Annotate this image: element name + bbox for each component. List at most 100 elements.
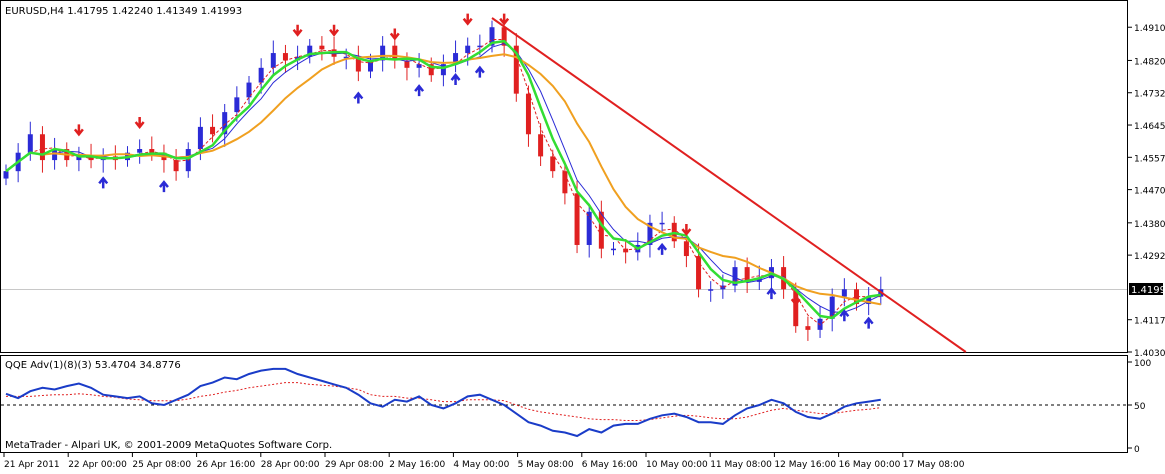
sell-arrow-icon [329,24,340,37]
indicator-axis-label: 50 [1134,402,1146,412]
candle-body [854,289,859,305]
price-axis-label: 1.41175 [1134,317,1165,327]
current-price-label: 1.41993 [1131,285,1165,296]
time-axis-label: 11 May 08:00 [710,460,772,470]
candle-body [76,156,82,161]
resistance-trendline [491,17,967,353]
qqe-main-line [5,367,881,438]
candle-body [659,222,665,225]
price-axis-label: 1.49100 [1134,24,1165,34]
buy-arrow-icon [474,65,485,78]
time-axis-label: 4 May 00:00 [453,460,509,470]
sell-arrow-icon [681,224,692,237]
price-axis-label: 1.43800 [1134,220,1165,230]
candle-body [27,134,33,153]
candle-body [453,53,459,65]
time-axis-label: 29 Apr 08:00 [325,460,384,470]
time-axis-label: 28 Apr 00:00 [261,460,320,470]
candle-body [525,93,531,135]
sell-arrow-icon [134,117,145,130]
candle-body [866,296,872,305]
candle-body [137,149,143,153]
buy-arrow-icon [414,84,425,97]
candle-body [829,296,835,319]
candle-body [708,289,714,291]
candle-body [489,27,495,46]
price-axis-label: 1.46450 [1134,122,1165,132]
sell-arrow-icon [389,28,400,41]
qqe-signal-line [6,382,881,421]
candle-body [793,289,799,327]
candle-body [586,211,592,245]
candle-body [307,45,313,57]
candle-body [343,56,349,59]
price-axis-label: 1.40300 [1134,349,1165,359]
buy-arrow-icon [450,73,461,86]
candle-body [720,285,726,290]
current-price-box [1129,283,1163,295]
candle-body [562,171,568,194]
candle-body [282,53,288,61]
price-axis-label: 1.42925 [1134,252,1165,262]
time-axis-label: 6 May 16:00 [582,460,638,470]
buy-arrow-icon [839,309,850,322]
time-axis-label: 21 Apr 2011 [4,460,60,470]
candle-body [598,211,604,249]
price-axis-label: 1.44700 [1134,187,1165,197]
buy-arrow-icon [657,242,668,255]
candle-body [222,112,228,135]
candle-body [683,241,689,257]
time-axis-label: 17 May 08:00 [903,460,965,470]
candle-body [380,45,386,61]
candle-body [149,149,155,153]
candle-body [368,60,373,72]
candle-body [440,64,446,76]
candle-body [404,60,410,68]
axis-layer: 1.49100 1.48200 1.47325 1.46450 1.45575 1.447… [3,24,1165,470]
candle-body [550,156,556,172]
candle-body [841,289,847,297]
candle-body [538,134,544,157]
candle-body [355,56,361,72]
candle-body [732,267,738,286]
candle-body [465,45,471,54]
buy-arrow-icon [98,176,109,189]
candle-body [246,82,252,98]
indicator-layer [1,367,1127,438]
candle-body [3,171,9,179]
candle-body [428,64,434,76]
buy-arrow-icon [353,91,364,104]
candle-body [513,45,519,94]
candle-body [805,326,811,330]
price-axis-label: 1.47325 [1134,90,1165,100]
price-layer [1,13,1127,353]
candle-body [270,53,276,68]
copyright-text: MetaTrader - Alpari UK, © 2001-2009 Meta… [5,440,332,451]
price-axis-label: 1.48200 [1134,57,1165,67]
indicator-header: QQE Adv(1)(8)(3) 53.4704 34.8776 [5,360,181,371]
candle-body [744,267,750,282]
time-axis-label: 12 May 16:00 [774,460,836,470]
time-axis-label: 16 May 00:00 [839,460,901,470]
sell-arrow-icon [292,24,303,37]
candle-body [574,193,580,245]
indicator-axis-label: 100 [1134,359,1151,369]
candle-body [258,67,264,83]
buy-arrow-icon [158,180,169,193]
green-ma [5,39,881,320]
candle-body [319,45,325,50]
buy-arrow-icon [863,316,874,329]
candle-body [501,27,507,46]
candle-body [647,222,653,245]
candle-body [696,256,702,290]
time-axis-label: 2 May 16:00 [389,460,445,470]
sell-arrow-icon [499,13,510,26]
buy-arrow-icon [766,287,777,300]
indicator-pane-frame [0,355,1128,453]
indicator-axis-label: 0 [1134,445,1140,455]
sell-arrow-icon [73,124,84,137]
candle-body [210,126,216,135]
candle-body [197,126,203,150]
